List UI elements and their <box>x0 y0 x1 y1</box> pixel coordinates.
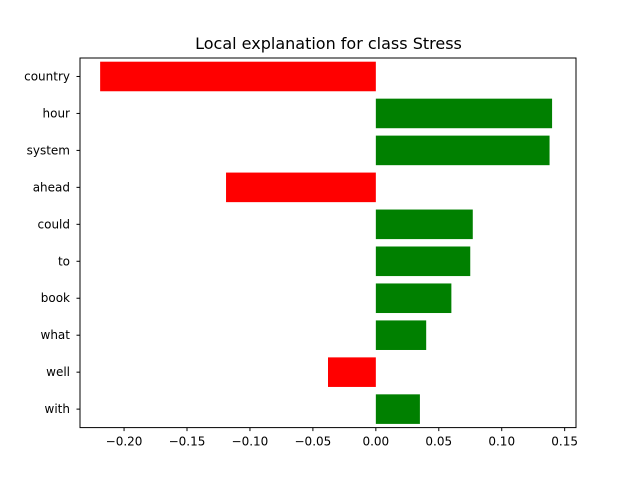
x-tick-label: −0.10 <box>232 435 269 449</box>
bars-group <box>100 61 553 424</box>
x-axis: −0.20 −0.15 −0.10 −0.05 0.00 0.05 0.10 0.15 <box>106 427 578 449</box>
chart-title: Local explanation for class Stress <box>195 34 462 53</box>
x-tick-label: −0.20 <box>106 435 143 449</box>
bar-well <box>328 357 376 387</box>
bar-country <box>100 61 376 92</box>
x-tick-label: 0.00 <box>362 435 389 449</box>
y-tick-label: book <box>41 291 70 305</box>
y-tick-label: what <box>41 328 71 342</box>
y-tick-label: could <box>38 217 71 231</box>
bar-could <box>375 209 473 240</box>
x-tick-label: 0.05 <box>425 435 452 449</box>
y-axis: country hour system ahead could to book what wel… <box>24 69 80 416</box>
bar-what <box>375 320 427 350</box>
x-tick-label: −0.15 <box>169 435 206 449</box>
bar-ahead <box>226 172 376 203</box>
y-tick-label: hour <box>43 106 71 120</box>
x-tick-label: 0.10 <box>488 435 515 449</box>
x-tick-label: 0.15 <box>551 435 578 449</box>
bar-to <box>375 246 471 277</box>
x-tick-label: −0.05 <box>295 435 332 449</box>
y-tick-label: well <box>46 365 70 379</box>
bar-with <box>375 394 420 424</box>
y-tick-label: system <box>27 143 70 157</box>
bar-book <box>375 283 452 314</box>
bar-hour <box>375 98 553 129</box>
bar-system <box>375 135 550 166</box>
y-tick-label: with <box>45 402 70 416</box>
y-tick-label: ahead <box>33 180 70 194</box>
axes-frame <box>79 57 577 429</box>
y-tick-label: to <box>58 254 70 268</box>
y-tick-label: country <box>24 69 70 83</box>
